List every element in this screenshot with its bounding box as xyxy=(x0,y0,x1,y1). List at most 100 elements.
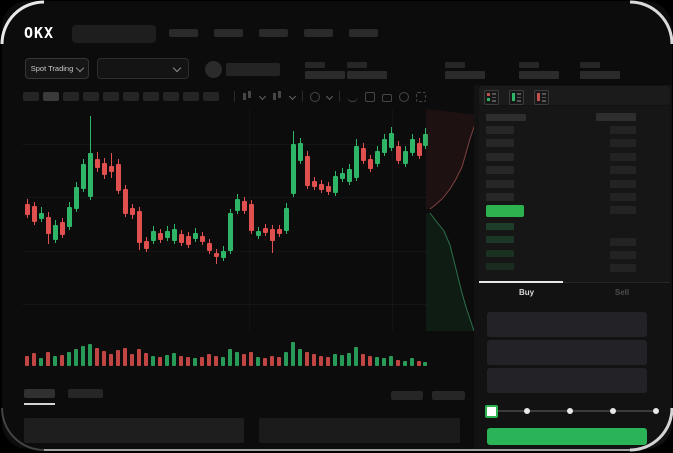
slider-tick[interactable] xyxy=(567,408,573,414)
chevron-down-icon[interactable] xyxy=(288,92,297,101)
candle-body xyxy=(423,134,428,146)
order-book-bid-row[interactable] xyxy=(486,249,514,257)
tab-sell[interactable]: Sell xyxy=(614,288,630,297)
order-book-ask-row[interactable] xyxy=(486,152,514,161)
order-form-field[interactable] xyxy=(487,340,647,365)
order-book-ask-row[interactable] xyxy=(486,166,514,175)
order-book-ask-row[interactable] xyxy=(486,179,514,188)
camera-icon[interactable] xyxy=(382,93,392,102)
order-book-amount-row[interactable] xyxy=(610,264,636,272)
volume-bar xyxy=(165,355,169,366)
last-price-badge[interactable] xyxy=(486,205,524,217)
chart-tools xyxy=(234,90,426,103)
order-book-ask-row[interactable] xyxy=(486,126,514,134)
volume-bar xyxy=(396,360,400,366)
nav-item[interactable] xyxy=(169,29,198,37)
candle-body xyxy=(123,189,128,214)
nav-item[interactable] xyxy=(349,29,378,37)
slider-tick[interactable] xyxy=(524,408,530,414)
interval-button[interactable] xyxy=(123,92,139,101)
chevron-down-icon[interactable] xyxy=(325,92,334,101)
order-book-ask-row[interactable] xyxy=(486,193,514,201)
volume-bar xyxy=(116,350,120,366)
slider-tick[interactable] xyxy=(610,408,616,414)
candle-body xyxy=(81,164,86,189)
nav-item[interactable] xyxy=(304,29,333,37)
chart-type-icon[interactable] xyxy=(272,91,283,102)
volume-bar xyxy=(193,358,197,366)
order-book-amount-row[interactable] xyxy=(610,193,636,201)
interval-button[interactable] xyxy=(163,92,179,101)
order-book-amount-row[interactable] xyxy=(610,126,636,134)
candle-body xyxy=(67,207,72,227)
candle-body xyxy=(396,146,401,161)
order-book-bid-row[interactable] xyxy=(486,223,514,230)
order-book-amount-row[interactable] xyxy=(610,179,636,188)
book-bids-icon[interactable] xyxy=(509,90,524,105)
order-book-amount-row[interactable] xyxy=(610,251,636,259)
submit-order-button[interactable] xyxy=(487,428,647,445)
volume-bar xyxy=(270,356,274,366)
order-form-field[interactable] xyxy=(487,312,647,337)
slider-handle[interactable] xyxy=(485,405,498,418)
volume-bar xyxy=(326,357,330,366)
bottom-tab-open-orders[interactable] xyxy=(24,389,55,398)
interval-button[interactable] xyxy=(43,92,59,101)
candle-style-icon[interactable] xyxy=(242,91,253,102)
candle-body xyxy=(319,184,324,190)
interval-button[interactable] xyxy=(23,92,39,101)
market-type-selector[interactable]: Spot Trading xyxy=(25,58,89,79)
order-book-bid-row[interactable] xyxy=(486,236,514,244)
compare-icon[interactable] xyxy=(365,91,375,102)
volume-bar xyxy=(158,357,162,366)
fullscreen-icon[interactable] xyxy=(416,91,426,102)
order-book-bid-row[interactable] xyxy=(486,263,514,271)
volume-bar xyxy=(88,344,92,366)
order-book-amount-row[interactable] xyxy=(610,206,636,215)
depth-chart xyxy=(426,109,478,331)
interval-button[interactable] xyxy=(183,92,199,101)
book-both-icon[interactable] xyxy=(484,90,499,105)
interval-button[interactable] xyxy=(203,92,219,101)
candle-body xyxy=(340,173,345,179)
ticker-stat xyxy=(580,62,626,80)
pair-dropdown[interactable] xyxy=(97,58,189,79)
volume-bar xyxy=(200,357,204,366)
volume-bar xyxy=(25,356,29,366)
order-book-amount-row[interactable] xyxy=(610,139,636,148)
interval-button[interactable] xyxy=(63,92,79,101)
okx-logo[interactable]: OKX xyxy=(24,24,55,42)
tab-buy[interactable]: Buy xyxy=(518,288,535,297)
order-book-amount-row[interactable] xyxy=(610,238,636,246)
nav-item[interactable] xyxy=(259,29,288,37)
book-asks-icon[interactable] xyxy=(534,90,549,105)
slider-tick[interactable] xyxy=(653,408,659,414)
interval-button[interactable] xyxy=(83,92,99,101)
chevron-down-icon[interactable] xyxy=(258,92,267,101)
alert-clock-icon[interactable] xyxy=(399,91,409,102)
volume-bar xyxy=(242,354,246,366)
bottom-action-block[interactable] xyxy=(432,391,465,400)
candle-body xyxy=(116,164,121,191)
nav-item[interactable] xyxy=(214,29,243,37)
orders-table-placeholder xyxy=(24,418,244,443)
order-form-field[interactable] xyxy=(487,368,647,393)
ticker-stat xyxy=(445,62,491,80)
volume-bar xyxy=(123,348,127,366)
order-book-ask-row[interactable] xyxy=(486,139,514,148)
orders-table-placeholder xyxy=(259,418,460,443)
interval-button[interactable] xyxy=(103,92,119,101)
candle-body xyxy=(88,153,93,197)
line-chart-icon[interactable] xyxy=(347,95,358,102)
coin-icon xyxy=(205,61,222,78)
bottom-action-block[interactable] xyxy=(391,391,423,400)
bottom-tab-order-history[interactable] xyxy=(68,389,103,398)
amount-slider-track[interactable] xyxy=(491,410,656,412)
order-book-amount-row[interactable] xyxy=(610,152,636,161)
interval-button[interactable] xyxy=(143,92,159,101)
indicators-icon[interactable] xyxy=(310,91,320,102)
order-book-amount-row[interactable] xyxy=(610,166,636,175)
search-input[interactable] xyxy=(72,25,156,43)
volume-bar xyxy=(423,362,427,366)
